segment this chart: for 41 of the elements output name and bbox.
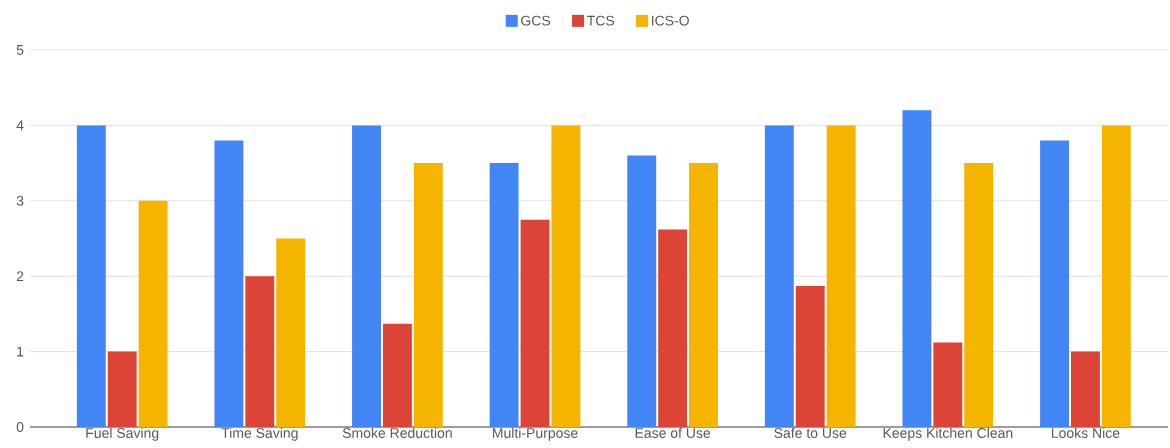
- legend-label: ICS-O: [652, 15, 689, 26]
- bar: [520, 219, 550, 427]
- bar: [658, 229, 688, 427]
- bar: [352, 125, 381, 427]
- bar: [627, 155, 657, 427]
- y-tick-label: 2: [16, 271, 24, 282]
- bar: [107, 351, 137, 427]
- x-tick-label: Keeps Kitchen Clean: [883, 427, 1013, 441]
- y-tick-label: 1: [17, 346, 24, 357]
- bar: [902, 110, 932, 427]
- bar: [214, 140, 244, 427]
- y-tick-label: 4: [16, 120, 24, 131]
- bar: [276, 238, 306, 427]
- bar: [551, 125, 581, 427]
- bar: [964, 163, 994, 427]
- bar: [76, 125, 106, 427]
- bar: [689, 163, 718, 427]
- legend-label: GCS: [521, 15, 551, 26]
- legend-label: TCS: [587, 15, 615, 26]
- x-tick-label: Looks Nice: [1051, 427, 1120, 438]
- y-tick-label: 5: [16, 45, 24, 55]
- bar: [489, 163, 519, 427]
- bar: [1040, 140, 1069, 427]
- y-tick-label: 3: [16, 195, 24, 206]
- bar: [382, 323, 412, 427]
- x-tick-label: Fuel Saving: [86, 427, 159, 441]
- x-tick-label: Safe to Use: [774, 427, 847, 438]
- y-tick-label: 0: [16, 422, 24, 432]
- bar: [138, 200, 168, 427]
- bar: [1070, 351, 1100, 427]
- bar: [1101, 125, 1131, 427]
- bar: [413, 163, 443, 427]
- x-tick-label: Multi-Purpose: [492, 427, 578, 441]
- bar: [826, 125, 856, 427]
- bar: [795, 285, 825, 427]
- x-tick-label: Smoke Reduction: [342, 427, 452, 438]
- x-tick-label: Time Saving: [221, 427, 298, 441]
- x-tick-label: Ease of Use: [635, 427, 711, 438]
- bar: [764, 125, 794, 427]
- bar: [933, 342, 963, 427]
- bar: [245, 276, 275, 427]
